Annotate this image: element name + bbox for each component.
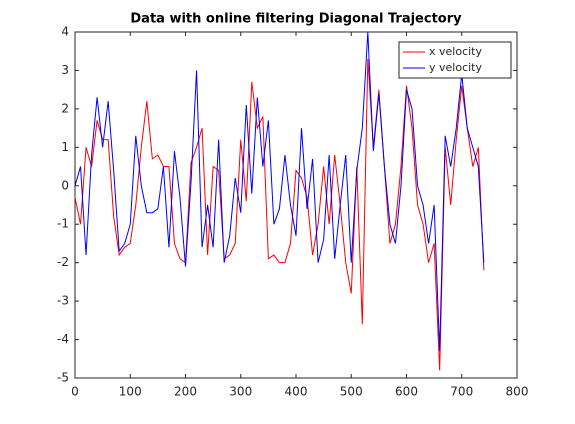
series-line <box>74 31 485 352</box>
y-tick-label: 3 <box>61 63 69 77</box>
series-line <box>74 58 485 371</box>
x-tick-label: 800 <box>506 385 529 399</box>
y-tick-label: 2 <box>61 101 69 115</box>
x-tick-label: 200 <box>174 385 197 399</box>
legend-label: x velocity <box>429 45 482 58</box>
y-tick-label: 1 <box>61 140 69 154</box>
legend-box <box>398 41 512 79</box>
x-tick-label: 100 <box>119 385 142 399</box>
x-tick-label: 500 <box>340 385 363 399</box>
x-tick-label: 400 <box>285 385 308 399</box>
y-tick-label: -1 <box>57 217 69 231</box>
y-tick-label: -5 <box>57 371 69 385</box>
y-tick-label: 0 <box>61 178 69 192</box>
y-tick-label: 4 <box>61 25 69 39</box>
y-tick-label: -2 <box>57 255 69 269</box>
chart-title: Data with online filtering Diagonal Traj… <box>130 12 462 27</box>
x-tick-label: 300 <box>229 385 252 399</box>
legend-label: y velocity <box>429 61 482 74</box>
y-tick-label: -4 <box>57 332 69 346</box>
y-tick-label: -3 <box>57 294 69 308</box>
x-tick-label: 700 <box>450 385 473 399</box>
x-tick-label: 0 <box>71 385 79 399</box>
x-tick-label: 600 <box>395 385 418 399</box>
